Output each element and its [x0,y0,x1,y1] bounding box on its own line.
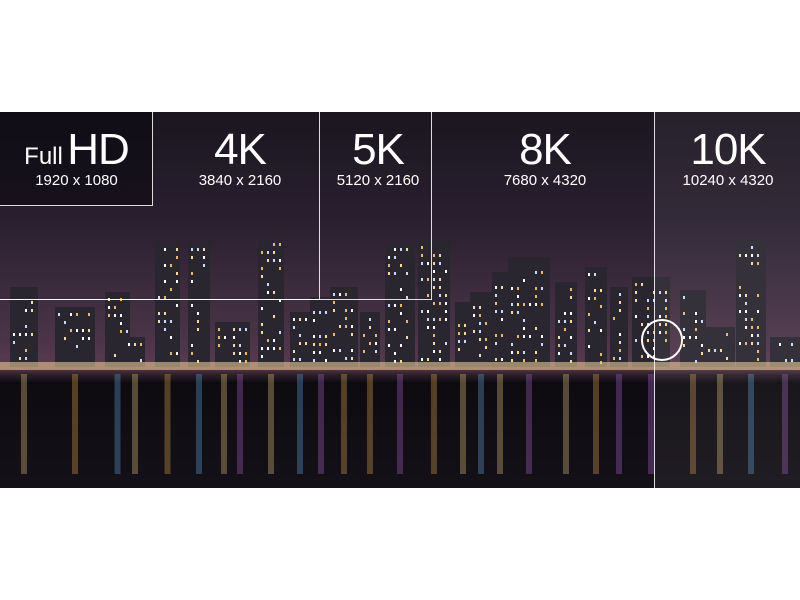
city-skyline-photo: Full HD 1920 x 1080 4K 3840 x 2160 5K 51… [0,112,800,488]
10k-label: 10K 10240 x 4320 [656,128,800,190]
8k-size: 7680 x 4320 [434,172,656,190]
10k-size: 10240 x 4320 [656,172,800,190]
10k-title: 10K [656,128,800,172]
hd-text: HD [67,125,129,174]
full-hd-label: Full HD 1920 x 1080 [0,128,153,190]
5k-size: 5120 x 2160 [322,172,434,190]
full-text: Full [24,143,63,170]
full-hd-size: 1920 x 1080 [0,172,153,190]
8k-title: 8K [434,128,656,172]
4k-title: 4K [160,128,320,172]
5k-title: 5K [322,128,434,172]
4k-label: 4K 3840 x 2160 [160,128,320,190]
4k-size: 3840 x 2160 [160,172,320,190]
5k-label: 5K 5120 x 2160 [322,128,434,190]
8k-label: 8K 7680 x 4320 [434,128,656,190]
